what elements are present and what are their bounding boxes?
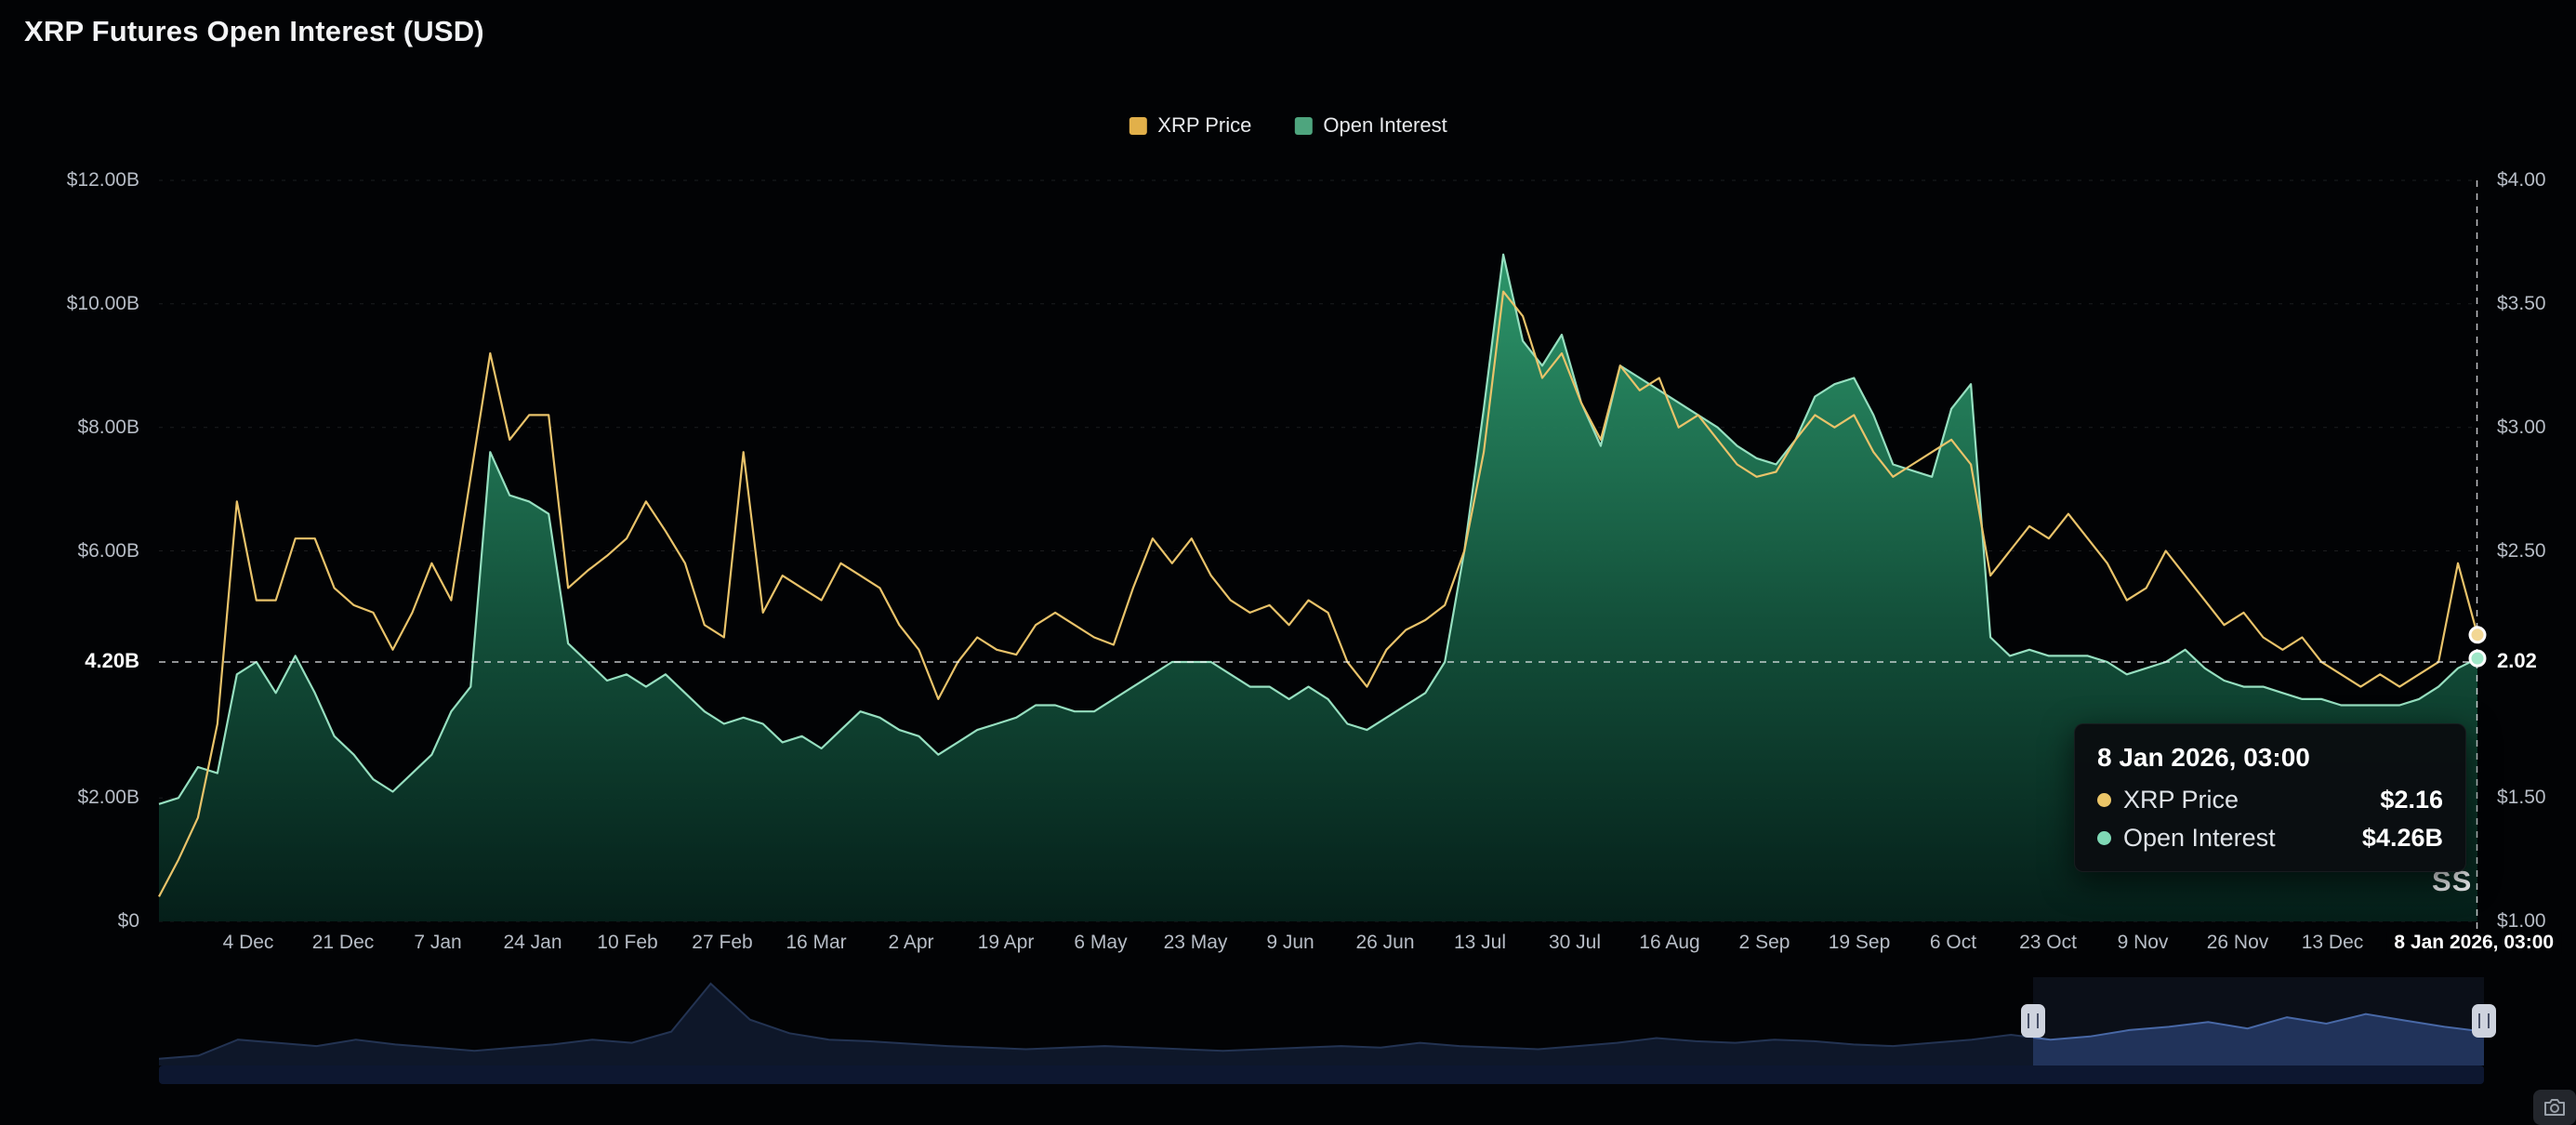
y-axis-label: $0	[117, 910, 139, 932]
x-axis-tick-label: 26 Nov	[2206, 932, 2269, 953]
tooltip-row-open-interest: Open Interest $4.26B	[2097, 824, 2443, 853]
x-axis-tick-label: 9 Jun	[1266, 932, 1314, 953]
main-chart[interactable]	[158, 179, 2487, 945]
y-axis-label: $2.50	[2497, 540, 2546, 562]
navigator-left-handle[interactable]	[2021, 1004, 2045, 1038]
x-axis-tick-label: 6 May	[1074, 932, 1128, 953]
x-axis-tick-label: 16 Mar	[786, 932, 847, 953]
tooltip-title: 8 Jan 2026, 03:00	[2097, 743, 2310, 772]
xrp-price-swatch-icon	[1129, 116, 1147, 135]
y-axis-label: $6.00B	[77, 540, 139, 562]
tooltip-row-xrp-price: XRP Price $2.16	[2097, 786, 2443, 814]
y-axis-label: $1.50	[2497, 787, 2546, 808]
x-axis-tick-label: 19 Sep	[1828, 932, 1891, 953]
legend: XRP Price Open Interest	[1129, 113, 1447, 138]
tooltip-label: Open Interest	[2123, 824, 2276, 852]
y-axis-label: $3.50	[2497, 293, 2546, 314]
x-axis-tick-label: 30 Jul	[1548, 932, 1602, 953]
x-axis-tick-label: 21 Dec	[311, 932, 375, 953]
drag-grip-icon	[2028, 1013, 2039, 1028]
x-axis-tick-label: 7 Jan	[414, 932, 462, 953]
legend-item-open-interest[interactable]: Open Interest	[1294, 113, 1447, 138]
y-axis-label: $8.00B	[77, 417, 139, 438]
screenshot-button[interactable]	[2533, 1090, 2576, 1125]
x-axis-tick-label: 26 Jun	[1355, 932, 1415, 953]
legend-label-open-interest: Open Interest	[1323, 113, 1447, 137]
page-title: XRP Futures Open Interest (USD)	[24, 15, 484, 47]
x-axis-tick-label: 10 Feb	[597, 932, 658, 953]
open-interest-swatch-icon	[1294, 116, 1313, 135]
x-axis-tick-label: 6 Oct	[1929, 932, 1977, 953]
camera-icon	[2544, 1099, 2565, 1116]
y-axis-label: $12.00B	[66, 169, 139, 191]
x-axis-tick-label: 27 Feb	[692, 932, 753, 953]
current-open-interest-badge: 4.20B	[0, 647, 143, 675]
chart-tooltip: 8 Jan 2026, 03:00 XRP Price $2.16 Open I…	[2074, 723, 2466, 872]
y-axis-label: $10.00B	[66, 293, 139, 314]
x-axis-tick-label: 9 Nov	[2117, 932, 2169, 953]
tooltip-value: $2.16	[2380, 786, 2443, 814]
legend-item-xrp-price[interactable]: XRP Price	[1129, 113, 1251, 138]
x-axis-current-label: 8 Jan 2026, 03:00	[2386, 932, 2562, 954]
x-axis-tick-label: 16 Aug	[1639, 932, 1700, 953]
legend-label-xrp-price: XRP Price	[1157, 113, 1252, 137]
navigator-selected-region[interactable]	[2033, 977, 2484, 1065]
x-axis-tick-label: 23 Oct	[2019, 932, 2077, 953]
tooltip-value: $4.26B	[2361, 824, 2443, 852]
navigator-unselected-region	[159, 977, 2033, 1065]
x-axis-tick-label: 13 Dec	[2301, 932, 2364, 953]
x-axis-tick-label: 4 Dec	[222, 932, 274, 953]
open-interest-dot-icon	[2097, 831, 2111, 845]
tooltip-label: XRP Price	[2123, 786, 2239, 814]
drag-grip-icon	[2478, 1013, 2490, 1028]
x-axis-tick-label: 13 Jul	[1453, 932, 1507, 953]
navigator-scrollbar-track[interactable]	[159, 1065, 2484, 1084]
x-axis-tick-label: 23 May	[1163, 932, 1228, 953]
x-axis-tick-label: 19 Apr	[977, 932, 1035, 953]
current-price-badge: 2.02	[2493, 647, 2541, 675]
navigator-right-handle[interactable]	[2472, 1004, 2496, 1038]
y-axis-label: $4.00	[2497, 169, 2546, 191]
y-axis-label: $2.00B	[77, 787, 139, 808]
y-axis-label: $3.00	[2497, 417, 2546, 438]
y-axis-label: $1.00	[2497, 910, 2546, 932]
xrp-price-dot-icon	[2097, 793, 2111, 807]
x-axis-tick-label: 24 Jan	[503, 932, 562, 953]
x-axis-tick-label: 2 Apr	[888, 932, 934, 953]
x-axis-tick-label: 2 Sep	[1738, 932, 1790, 953]
